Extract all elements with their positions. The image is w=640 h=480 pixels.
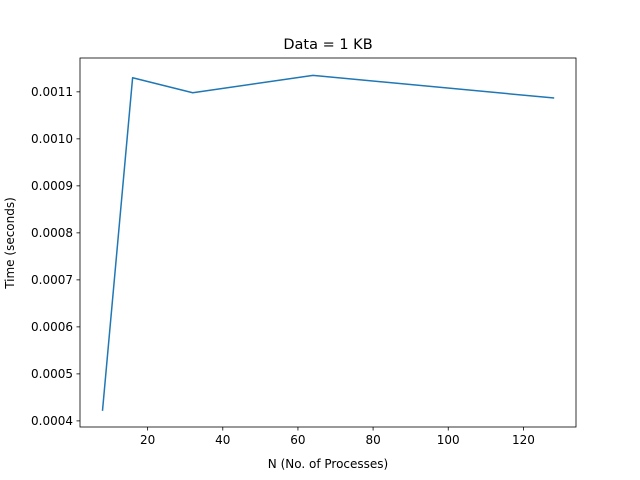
axes-frame xyxy=(79,57,577,428)
y-axis: 0.0004 0.0005 0.0006 0.0007 0.0008 0.0009 0.00… xyxy=(31,85,80,428)
y-tick-label: 0.0005 xyxy=(31,367,73,381)
x-tick-label: 80 xyxy=(365,433,380,447)
y-tick-label: 0.0008 xyxy=(31,226,73,240)
x-tick-label: 40 xyxy=(215,433,230,447)
chart-title: Data = 1 KB xyxy=(283,37,372,53)
y-tick-label: 0.0010 xyxy=(31,132,73,146)
x-tick-label: 100 xyxy=(437,433,460,447)
y-tick-label: 0.0007 xyxy=(31,273,73,287)
x-tick-label: 20 xyxy=(140,433,155,447)
y-tick-label: 0.0006 xyxy=(31,320,73,334)
x-axis: 20 40 60 80 100 120 xyxy=(140,427,535,447)
y-tick-label: 0.0011 xyxy=(31,85,73,99)
x-tick-label: 60 xyxy=(290,433,305,447)
series-line xyxy=(101,74,555,411)
x-tick-label: 120 xyxy=(512,433,535,447)
y-axis-label: Time (seconds) xyxy=(3,197,17,290)
x-axis-label: N (No. of Processes) xyxy=(268,457,388,471)
plot-area xyxy=(79,57,577,428)
y-tick-label: 0.0009 xyxy=(31,179,73,193)
y-tick-label: 0.0004 xyxy=(31,414,73,428)
